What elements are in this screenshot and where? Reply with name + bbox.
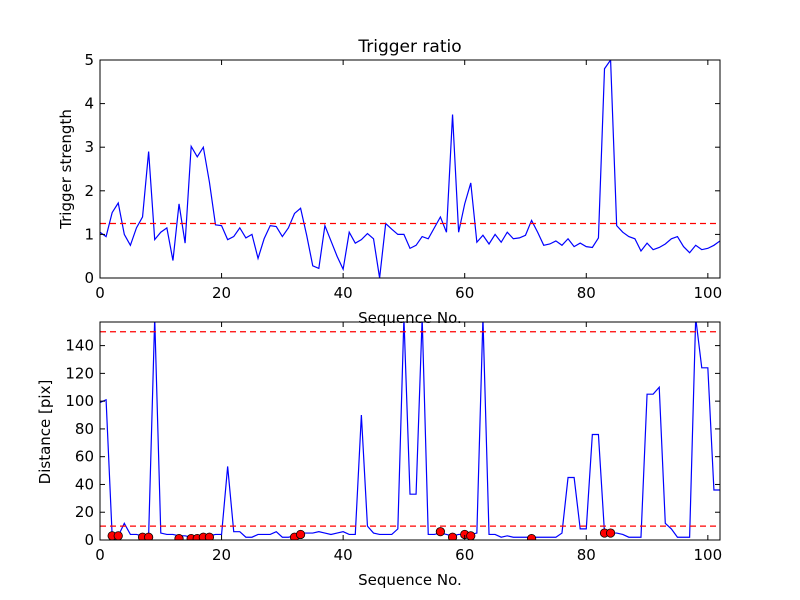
bottom-x-tick-label: 80 [577, 546, 596, 564]
bottom-marker-point [526, 534, 537, 540]
bottom-y-tick-label: 80 [75, 420, 94, 438]
bottom-marker-point [174, 534, 184, 540]
bottom-x-tick-label: 100 [694, 546, 723, 564]
top-x-tick-label: 0 [95, 284, 105, 302]
top-x-tick-label: 40 [334, 284, 353, 302]
bottom-ticks: 0 20 40 60 80 100 0 20 40 60 80 100 120 140 [65, 322, 722, 564]
bottom-marker-point [605, 528, 616, 538]
bottom-marker-point [466, 531, 476, 540]
top-series-layer [100, 60, 720, 278]
bottom-marker-point [113, 531, 123, 540]
bottom-marker-point [447, 532, 458, 540]
top-data-line [100, 60, 720, 278]
top-y-axis-label: Trigger strength [57, 109, 75, 230]
top-y-tick-label: 2 [84, 182, 94, 200]
bottom-y-tick-label: 60 [75, 448, 94, 466]
bottom-marker-point [435, 527, 445, 537]
bottom-y-tick-label: 20 [75, 503, 94, 521]
bottom-data-line [100, 322, 720, 538]
bottom-x-tick-label: 40 [334, 546, 353, 564]
bottom-series-layer [100, 322, 720, 540]
bottom-x-tick-label: 20 [212, 546, 231, 564]
bottom-y-tick-label: 120 [65, 364, 94, 382]
top-axes-frame [99, 59, 721, 279]
top-y-tick-label: 3 [84, 138, 94, 156]
top-ticks: 0 20 40 60 80 100 0 1 2 3 4 5 [84, 51, 722, 302]
top-y-tick-label: 1 [84, 225, 94, 243]
top-x-tick-label: 80 [577, 284, 596, 302]
bottom-panel: 0 20 40 60 80 100 0 20 40 60 80 100 120 140 Sequence … [36, 321, 722, 589]
top-x-axis-label: Sequence No. [358, 309, 462, 327]
bottom-marker-point [144, 532, 154, 540]
top-x-tick-label: 60 [455, 284, 474, 302]
bottom-y-tick-label: 140 [65, 337, 94, 355]
top-y-tick-label: 5 [84, 51, 94, 69]
bottom-y-tick-label: 40 [75, 475, 94, 493]
top-y-tick-label: 4 [84, 95, 94, 113]
bottom-marker-point [295, 529, 306, 540]
bottom-y-axis-label: Distance [pix] [36, 380, 54, 485]
top-panel: Trigger ratio 0 20 40 60 80 100 0 1 2 3 4 5 Sequenc… [57, 37, 722, 327]
bottom-x-axis-label: Sequence No. [358, 571, 462, 589]
bottom-marker-point [204, 532, 215, 540]
bottom-x-tick-label: 60 [455, 546, 474, 564]
top-y-tick-label: 0 [84, 269, 94, 287]
top-chart-title: Trigger ratio [357, 37, 461, 57]
top-x-tick-label: 100 [694, 284, 723, 302]
bottom-y-tick-label: 0 [84, 531, 94, 549]
bottom-axes-frame [99, 321, 721, 541]
top-x-tick-label: 20 [212, 284, 231, 302]
bottom-x-tick-label: 0 [95, 546, 105, 564]
bottom-y-tick-label: 100 [65, 392, 94, 410]
